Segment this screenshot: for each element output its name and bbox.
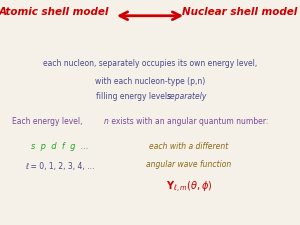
Text: Nuclear shell model: Nuclear shell model bbox=[182, 7, 298, 17]
Text: each with a different: each with a different bbox=[149, 142, 229, 151]
Text: ℓ = 0, 1, 2, 3, 4, …: ℓ = 0, 1, 2, 3, 4, … bbox=[25, 162, 95, 171]
Text: Each energy level,: Each energy level, bbox=[12, 117, 85, 126]
Text: s  p  d  f  g  ...: s p d f g ... bbox=[31, 142, 89, 151]
Text: angular wave function: angular wave function bbox=[146, 160, 232, 169]
Text: each nucleon, separately occupies its own energy level,: each nucleon, separately occupies its ow… bbox=[43, 58, 257, 68]
Text: $\mathbf{Y}_{\ell,m}(\theta,\phi)$: $\mathbf{Y}_{\ell,m}(\theta,\phi)$ bbox=[166, 180, 212, 195]
Text: separately: separately bbox=[167, 92, 207, 101]
Text: exists with an angular quantum number:: exists with an angular quantum number: bbox=[109, 117, 268, 126]
Text: Atomic shell model: Atomic shell model bbox=[0, 7, 109, 17]
Text: n: n bbox=[104, 117, 109, 126]
Text: filling energy levels: filling energy levels bbox=[96, 92, 173, 101]
Text: with each nucleon-type (p,n): with each nucleon-type (p,n) bbox=[95, 76, 205, 86]
